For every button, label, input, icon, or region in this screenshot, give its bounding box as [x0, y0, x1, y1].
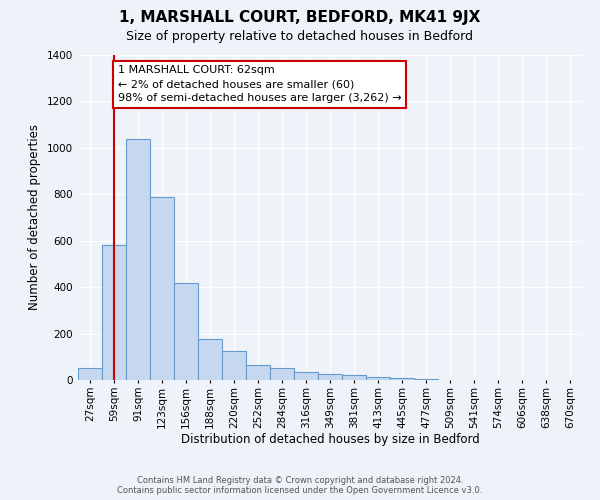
Text: 1, MARSHALL COURT, BEDFORD, MK41 9JX: 1, MARSHALL COURT, BEDFORD, MK41 9JX	[119, 10, 481, 25]
Bar	[198, 340, 222, 380]
X-axis label: Distribution of detached houses by size in Bedford: Distribution of detached houses by size …	[181, 433, 479, 446]
Bar	[294, 372, 318, 380]
Bar	[78, 368, 102, 380]
Text: Contains HM Land Registry data © Crown copyright and database right 2024.
Contai: Contains HM Land Registry data © Crown c…	[118, 476, 482, 495]
Y-axis label: Number of detached properties: Number of detached properties	[28, 124, 41, 310]
Bar	[270, 368, 294, 380]
Bar	[222, 351, 246, 380]
Text: 1 MARSHALL COURT: 62sqm
← 2% of detached houses are smaller (60)
98% of semi-det: 1 MARSHALL COURT: 62sqm ← 2% of detached…	[118, 66, 401, 104]
Text: Size of property relative to detached houses in Bedford: Size of property relative to detached ho…	[127, 30, 473, 43]
Bar	[102, 246, 126, 380]
Bar	[342, 376, 366, 380]
Bar	[150, 196, 174, 380]
Bar	[318, 374, 342, 380]
Bar	[414, 379, 438, 380]
Bar	[366, 376, 390, 380]
Bar	[126, 138, 150, 380]
Bar	[390, 378, 414, 380]
Bar	[246, 365, 270, 380]
Bar	[174, 282, 198, 380]
